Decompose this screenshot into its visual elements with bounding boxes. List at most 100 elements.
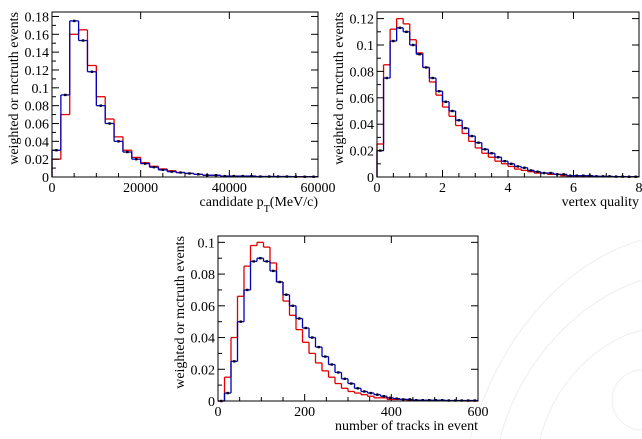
x-tick-label: 6	[570, 181, 577, 196]
bin-marker	[405, 30, 408, 33]
y-tick-label: 0.02	[191, 363, 216, 378]
bin-marker	[81, 39, 85, 42]
bin-marker	[441, 399, 444, 402]
bin-marker	[418, 53, 421, 56]
y-tick-label: 0.06	[25, 117, 50, 132]
y-tick-label: 0.14	[25, 46, 50, 61]
y-tick-label: 0.1	[32, 82, 50, 97]
histogram-panel: 0 0.02 0.04 0.06 0.08 0.1 0 200 400 600 weighted o…	[173, 235, 489, 434]
x-axis-label: candidate pT(MeV/c)	[200, 195, 319, 215]
bin-marker	[464, 126, 467, 130]
x-tick-label: 4	[505, 181, 512, 196]
bin-marker	[595, 175, 598, 178]
bin-marker	[444, 100, 447, 103]
x-axis-label-part: T	[264, 204, 270, 215]
bin-marker	[285, 293, 288, 296]
bin-marker	[457, 119, 461, 122]
bin-marker	[376, 393, 379, 396]
bin-marker	[575, 174, 578, 177]
x-tick-label: 2	[439, 181, 446, 196]
plot-frame	[51, 11, 319, 178]
x-tick-label: 600	[468, 405, 489, 420]
y-tick-label: 0	[208, 395, 215, 410]
bin-marker	[510, 162, 513, 165]
bin-marker	[179, 171, 182, 174]
bin-marker	[424, 66, 428, 69]
plot-frame	[376, 11, 640, 178]
bin-marker	[126, 150, 129, 154]
y-tick-label: 0.1	[357, 39, 375, 54]
bin-marker	[503, 159, 506, 163]
bin-marker	[223, 174, 227, 178]
x-tick-label: 60000	[301, 181, 336, 196]
y-tick-label: 0.06	[350, 92, 375, 107]
x-tick-label: 0	[49, 181, 56, 196]
bin-marker	[431, 76, 434, 80]
bin-marker	[311, 336, 314, 339]
bin-marker	[278, 280, 281, 284]
bin-marker	[369, 391, 372, 395]
y-axis-label: weighted or mctruth events	[173, 236, 188, 389]
bin-marker	[477, 141, 480, 144]
bin-marker	[608, 175, 611, 178]
bin-marker	[117, 140, 120, 143]
bin-marker	[350, 382, 353, 385]
y-axis-label: weighted or mctruth events	[332, 12, 347, 165]
bin-marker	[291, 304, 294, 308]
bin-marker	[582, 174, 585, 177]
bin-marker	[542, 171, 546, 175]
bin-marker	[496, 156, 500, 159]
x-tick-label: 200	[294, 405, 315, 420]
histogram-panel: 0 0.02 0.04 0.06 0.08 0.1 0.12 0 2 4 6 8 weighted or…	[332, 11, 642, 210]
y-tick-label: 0.02	[350, 145, 375, 160]
bin-marker	[428, 399, 431, 402]
y-tick-label: 0	[42, 171, 49, 186]
bin-marker	[330, 363, 333, 366]
bin-marker	[470, 134, 474, 138]
bin-marker	[385, 76, 389, 80]
y-tick-label: 0.1	[198, 236, 216, 251]
bin-marker	[389, 396, 392, 400]
bin-marker	[197, 173, 200, 176]
y-tick-label: 0.04	[25, 135, 50, 150]
bin-marker	[392, 39, 395, 43]
bin-marker	[411, 43, 415, 47]
bin-marker	[490, 152, 493, 155]
y-tick-label: 0.08	[191, 268, 216, 283]
y-tick-label: 0.12	[350, 13, 375, 28]
bin-marker	[246, 288, 249, 292]
y-tick-label: 0.06	[191, 300, 216, 315]
bin-marker	[536, 170, 539, 173]
bin-marker	[259, 257, 262, 260]
bin-marker	[562, 173, 565, 176]
bin-marker	[226, 391, 229, 395]
bin-marker	[90, 70, 94, 73]
bin-marker	[451, 109, 454, 113]
background-swirl	[469, 239, 642, 439]
bin-marker	[232, 174, 235, 178]
bin-marker	[516, 165, 520, 168]
bin-marker	[152, 165, 156, 169]
bin-marker	[64, 93, 67, 97]
x-tick-label: 0	[374, 181, 381, 196]
y-tick-label: 0.04	[350, 118, 375, 133]
bin-marker	[356, 387, 359, 390]
x-axis-label-part: (MeV/c)	[270, 195, 319, 210]
y-tick-label: 0.16	[25, 28, 50, 43]
histogram-panel: 0 0.02 0.04 0.06 0.08 0.1 0.12 0.14 0.16 0.18 0 200…	[7, 10, 336, 214]
x-axis-label: number of tracks in event	[335, 419, 478, 434]
x-tick-label: 40000	[212, 181, 247, 196]
bin-marker	[337, 371, 340, 374]
y-tick-label: 0.12	[25, 64, 50, 79]
x-axis-label: vertex quality	[562, 195, 639, 210]
bin-marker	[395, 397, 398, 400]
bin-marker	[214, 174, 218, 177]
bin-marker	[233, 360, 236, 363]
bin-marker	[382, 395, 385, 398]
y-axis-label: weighted or mctruth events	[7, 12, 22, 165]
bin-marker	[408, 398, 411, 401]
bin-marker	[272, 269, 275, 273]
bin-marker	[434, 399, 437, 402]
y-tick-label: 0.18	[25, 10, 50, 25]
